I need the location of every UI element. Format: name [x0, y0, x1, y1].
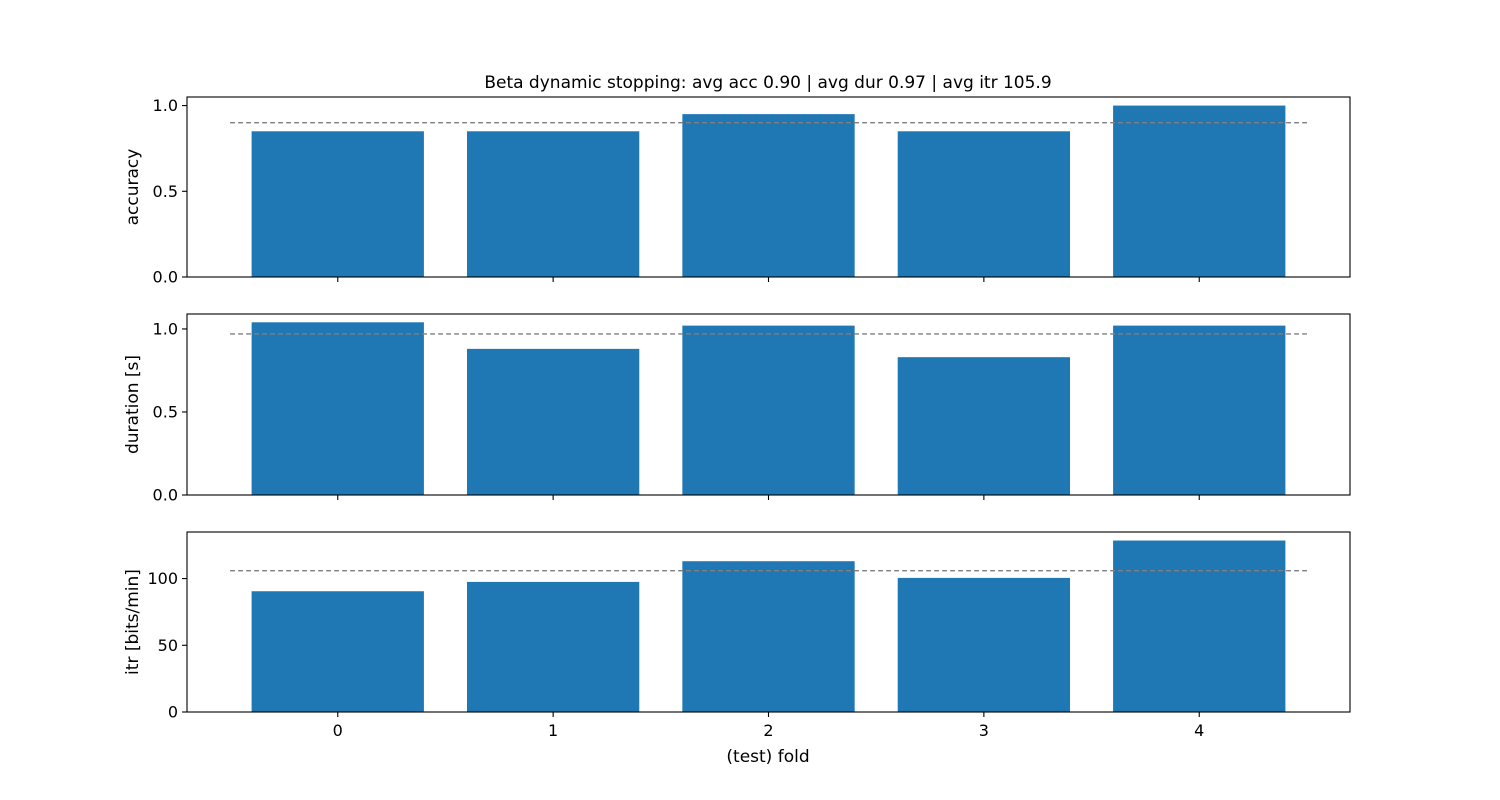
bar-fold-0 [251, 131, 424, 277]
bar-fold-4 [1113, 325, 1286, 495]
bar-fold-4 [1113, 105, 1286, 277]
y-tick-label: 1.0 [153, 319, 178, 338]
y-axis-label: duration [s] [123, 355, 143, 454]
y-tick-label: 50 [158, 636, 178, 655]
y-tick-label: 0.0 [153, 486, 178, 505]
bar-fold-1 [466, 581, 640, 712]
chart-title: Beta dynamic stopping: avg acc 0.90 | av… [484, 73, 1051, 93]
y-tick-label: 100 [147, 569, 178, 588]
x-tick-label: 0 [333, 721, 343, 740]
bar-fold-2 [682, 114, 855, 277]
bar-fold-0 [251, 591, 424, 712]
subplot-duration: 0.0 0.5 1.0 duration [s] [123, 313, 1351, 505]
x-tick-label: 4 [1194, 721, 1204, 740]
y-tick-label: 1.0 [153, 96, 178, 115]
bar-fold-3 [897, 577, 1071, 712]
subplot-panels: 0.0 0.5 1.0 accuracy 0.0 0.5 1.0 duration [s] 0 5… [123, 96, 1351, 740]
bar-fold-2 [682, 325, 855, 495]
bar-fold-2 [682, 561, 855, 712]
y-tick-label: 0.0 [153, 268, 178, 287]
y-tick-label: 0.5 [153, 402, 178, 421]
bar-fold-3 [897, 357, 1071, 495]
y-tick-label: 0.5 [153, 182, 178, 201]
subplot-itr: 0 50 100 0 1 2 3 4 itr [bits/min] [123, 531, 1351, 740]
x-tick-label: 2 [763, 721, 773, 740]
y-axis-label: itr [bits/min] [123, 569, 143, 675]
bar-fold-1 [466, 131, 640, 277]
bar-fold-0 [251, 322, 424, 495]
y-axis-label: accuracy [123, 149, 143, 226]
x-tick-label: 3 [979, 721, 989, 740]
bar-fold-4 [1113, 540, 1286, 712]
y-tick-label: 0 [168, 703, 178, 722]
bar-fold-3 [897, 131, 1071, 277]
bar-fold-1 [466, 348, 640, 495]
x-tick-label: 1 [548, 721, 558, 740]
subplot-accuracy: 0.0 0.5 1.0 accuracy [123, 96, 1351, 287]
x-axis-label: (test) fold [726, 747, 809, 767]
